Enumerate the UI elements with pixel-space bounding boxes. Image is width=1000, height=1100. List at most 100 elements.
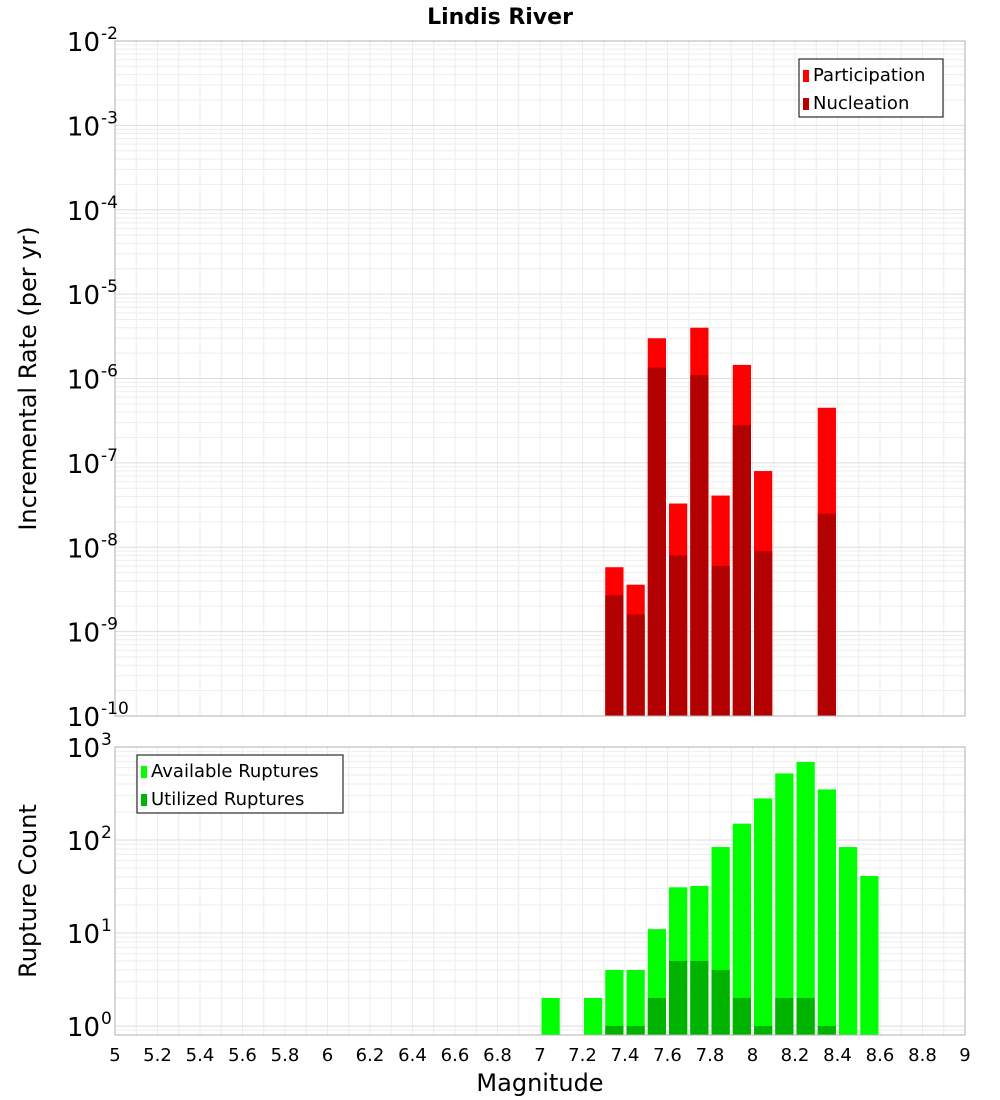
svg-text:-7: -7 xyxy=(101,446,118,466)
rate-y-tick-label: 10 -5 xyxy=(67,277,118,311)
rate-bar-series2 xyxy=(669,555,688,716)
rate-bar-series2 xyxy=(817,513,836,716)
count-plot-frame xyxy=(114,746,966,1036)
rate-bar-series2 xyxy=(690,375,709,716)
count-bar-series1 xyxy=(754,798,773,1035)
magnitude-x-tick-label: 7.4 xyxy=(611,1045,640,1066)
count-y-tick-label: 10 3 xyxy=(67,730,112,764)
rate-y-tick-label: 10 -9 xyxy=(67,615,118,649)
magnitude-x-tick-label: 8.2 xyxy=(781,1045,810,1066)
magnitude-x-tick-label: 6.8 xyxy=(483,1045,512,1066)
svg-text:10: 10 xyxy=(67,920,100,950)
rate-legend-entry: Nucleation xyxy=(813,93,909,114)
magnitude-x-tick-label: 6.4 xyxy=(398,1045,427,1066)
rate-bars xyxy=(605,327,836,716)
rate-y-tick-label: 10 -2 xyxy=(67,24,118,58)
count-bar-series2 xyxy=(754,1025,773,1035)
count-bar-series1 xyxy=(626,969,645,1035)
magnitude-x-tick-label: 7.2 xyxy=(568,1045,597,1066)
count-bar-series1 xyxy=(605,969,624,1035)
magnitude-x-tick-label: 8.4 xyxy=(823,1045,852,1066)
magnitude-x-tick-label: 5.2 xyxy=(143,1045,172,1066)
svg-text:0: 0 xyxy=(101,1009,112,1029)
count-bar-series2 xyxy=(647,997,666,1035)
count-bar-series1 xyxy=(817,789,836,1035)
rate-y-tick-label: 10 -3 xyxy=(67,108,118,142)
count-bar-series2 xyxy=(669,960,688,1035)
count-bar-series1 xyxy=(732,823,751,1035)
magnitude-x-tick-label: 7.8 xyxy=(696,1045,725,1066)
x-axis-label: Magnitude xyxy=(476,1069,603,1097)
svg-text:10: 10 xyxy=(67,1013,100,1043)
svg-text:10: 10 xyxy=(67,450,100,480)
svg-text:10: 10 xyxy=(67,827,100,857)
magnitude-x-tick-label: 6.6 xyxy=(441,1045,470,1066)
count-bar-series1 xyxy=(860,876,879,1035)
rate-legend-swatch xyxy=(803,70,809,82)
count-bar-series1 xyxy=(839,847,858,1035)
magnitude-x-tick-label: 8 xyxy=(747,1045,758,1066)
rate-y-tick-label: 10 -6 xyxy=(67,362,118,396)
svg-text:10: 10 xyxy=(67,197,100,227)
rate-bar-series2 xyxy=(711,565,730,716)
count-bar-series2 xyxy=(817,1025,836,1035)
svg-text:-5: -5 xyxy=(101,277,118,297)
magnitude-x-tick-label: 8.8 xyxy=(908,1045,937,1066)
rate-y-tick-label: 10 -8 xyxy=(67,530,118,564)
svg-text:10: 10 xyxy=(67,534,100,564)
magnitude-x-ticks: 5 5.2 5.4 5.6 5.8 6 6.2 6.4 6.6 6.8 7 7.2 7.4 7.6 7.8 8… xyxy=(109,1045,970,1066)
count-bar-series1 xyxy=(584,997,603,1035)
svg-text:10: 10 xyxy=(67,619,100,649)
count-legend-entry: Utilized Ruptures xyxy=(151,789,304,810)
magnitude-x-tick-label: 7 xyxy=(534,1045,545,1066)
rate-bar-series2 xyxy=(754,551,773,716)
count-y-tick-label: 10 0 xyxy=(67,1009,112,1043)
svg-text:10: 10 xyxy=(67,703,100,733)
count-y-tick-label: 10 2 xyxy=(67,823,112,857)
svg-text:10: 10 xyxy=(67,112,100,142)
rate-gridlines xyxy=(114,41,966,717)
rate-y-tick-label: 10 -7 xyxy=(67,446,118,480)
rate-legend-entry: Participation xyxy=(813,65,925,86)
magnitude-x-tick-label: 5.6 xyxy=(228,1045,257,1066)
svg-text:10: 10 xyxy=(67,734,100,764)
count-bar-series1 xyxy=(796,761,815,1035)
rate-y-axis-label: Incremental Rate (per yr) xyxy=(14,226,42,530)
svg-text:3: 3 xyxy=(101,730,112,750)
svg-text:-4: -4 xyxy=(101,193,118,213)
svg-text:10: 10 xyxy=(67,28,100,58)
count-bar-series2 xyxy=(690,960,709,1035)
magnitude-x-tick-label: 7.6 xyxy=(653,1045,682,1066)
count-legend-entry: Available Ruptures xyxy=(151,761,319,782)
magnitude-x-tick-label: 9 xyxy=(959,1045,970,1066)
count-bar-series2 xyxy=(626,1025,645,1035)
magnitude-x-tick-label: 8.6 xyxy=(866,1045,895,1066)
rate-legend-box xyxy=(798,58,944,118)
count-legend-box xyxy=(136,754,344,814)
svg-text:-9: -9 xyxy=(101,615,118,635)
rate-bar-series2 xyxy=(626,614,645,716)
magnitude-x-tick-label: 6 xyxy=(322,1045,333,1066)
count-bars xyxy=(541,761,879,1035)
count-legend-swatch xyxy=(141,794,147,806)
svg-text:-3: -3 xyxy=(101,108,118,128)
rate-bar-series2 xyxy=(647,367,666,716)
svg-text:10: 10 xyxy=(67,366,100,396)
rate-legend: Participation Nucleation xyxy=(798,58,944,118)
count-legend-swatch xyxy=(141,766,147,778)
magnitude-x-tick-label: 5.8 xyxy=(271,1045,300,1066)
magnitude-x-tick-label: 6.2 xyxy=(356,1045,385,1066)
count-bar-series2 xyxy=(796,997,815,1035)
magnitude-x-tick-label: 5.4 xyxy=(186,1045,215,1066)
svg-text:10: 10 xyxy=(67,281,100,311)
count-bar-series2 xyxy=(732,997,751,1035)
svg-text:-6: -6 xyxy=(101,362,118,382)
svg-text:-10: -10 xyxy=(101,699,129,719)
rate-bar-series2 xyxy=(732,425,751,716)
rate-plot-frame xyxy=(114,40,966,717)
count-bar-series2 xyxy=(605,1025,624,1035)
